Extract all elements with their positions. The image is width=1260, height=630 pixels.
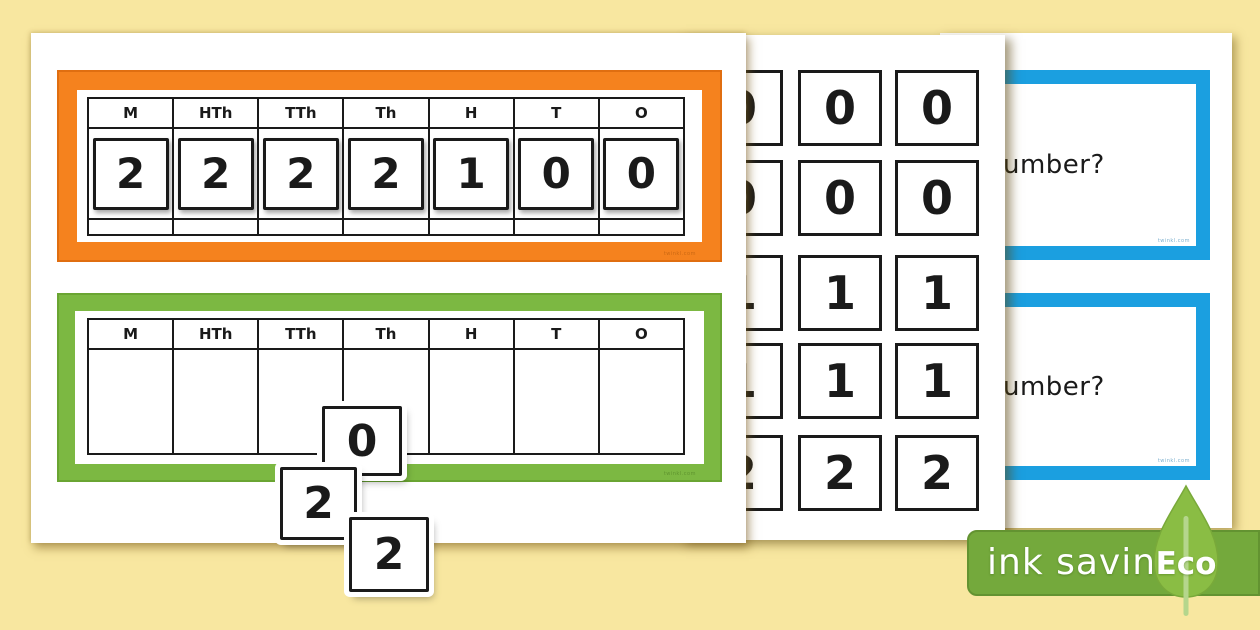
digit-card: 2	[262, 137, 339, 210]
digit-row: 2 2 2 2 1 0 0	[89, 129, 683, 218]
table-cell: 2	[342, 129, 427, 218]
table-cell	[257, 350, 342, 453]
loose-digit-card: 0	[322, 406, 402, 476]
digit-card: 1	[798, 255, 882, 331]
watermark: twinkl.com	[1157, 238, 1190, 244]
column-header: T	[512, 320, 598, 348]
header-row: M HTh TTh Th H T O	[89, 320, 683, 350]
digit-card: 0	[518, 137, 595, 210]
loose-digit-card: 2	[349, 517, 429, 592]
place-value-table-filled: M HTh TTh Th H T O 2 2 2 2 1 0	[87, 97, 685, 236]
place-value-chart-filled-frame: M HTh TTh Th H T O 2 2 2 2 1 0	[57, 70, 722, 262]
digit-card: 1	[895, 343, 979, 419]
table-cell	[427, 350, 513, 453]
digit-card: 0	[603, 137, 680, 210]
empty-row	[89, 350, 683, 453]
digit-card: 2	[895, 435, 979, 511]
header-row: M HTh TTh Th H T O	[89, 99, 683, 129]
column-header: HTh	[172, 320, 257, 348]
watermark: twinkl.com	[1157, 458, 1190, 464]
digit-card: 2	[347, 137, 424, 210]
column-header: Th	[342, 320, 427, 348]
ink-saving-label: ink saving	[987, 542, 1180, 583]
column-header: M	[123, 325, 139, 343]
column-header: H	[427, 320, 513, 348]
table-cell	[512, 350, 598, 453]
column-header: O	[597, 320, 683, 348]
column-header: O	[597, 99, 683, 127]
chart-inner-panel: M HTh TTh Th H T O 2 2 2 2 1 0	[77, 90, 702, 242]
table-cell	[597, 220, 683, 234]
table-cell	[342, 220, 427, 234]
digit-card: 1	[433, 137, 510, 210]
table-cell	[89, 350, 172, 453]
digit-card: 1	[895, 255, 979, 331]
eco-label: Eco	[1155, 546, 1217, 582]
digit-card: 0	[895, 70, 979, 146]
column-header: H	[427, 99, 513, 127]
column-header: Th	[342, 99, 427, 127]
digit-card: 2	[177, 137, 254, 210]
digit-card: 0	[895, 160, 979, 236]
place-value-charts-page: M HTh TTh Th H T O 2 2 2 2 1 0	[31, 33, 746, 543]
table-cell	[89, 220, 172, 234]
watermark: twinkl.com	[663, 251, 696, 257]
question-card-text: umber?	[1003, 150, 1105, 180]
loose-digit-card: 2	[280, 467, 357, 540]
table-cell: 2	[89, 129, 172, 218]
digit-card: 0	[798, 160, 882, 236]
question-card-text: umber?	[1003, 371, 1105, 402]
column-header: T	[512, 99, 598, 127]
table-cell	[257, 220, 342, 234]
table-cell	[512, 220, 598, 234]
table-cell	[172, 350, 257, 453]
digit-card: 2	[798, 435, 882, 511]
eco-leaf-icon	[1153, 484, 1219, 616]
table-cell: 2	[257, 129, 342, 218]
table-cell	[597, 350, 683, 453]
digit-card: 0	[798, 70, 882, 146]
table-cell: 1	[427, 129, 513, 218]
footer-row	[89, 218, 683, 234]
watermark: twinkl.com	[663, 471, 696, 477]
column-header: TTh	[257, 320, 342, 348]
column-header: HTh	[172, 99, 257, 127]
column-header: TTh	[257, 99, 342, 127]
digit-card: 1	[798, 343, 882, 419]
table-cell: 0	[597, 129, 683, 218]
column-header: M	[123, 104, 139, 122]
table-cell: 0	[512, 129, 598, 218]
table-cell: 2	[172, 129, 257, 218]
table-cell	[427, 220, 513, 234]
digit-card: 2	[92, 137, 169, 210]
table-cell	[342, 350, 427, 453]
table-cell	[172, 220, 257, 234]
